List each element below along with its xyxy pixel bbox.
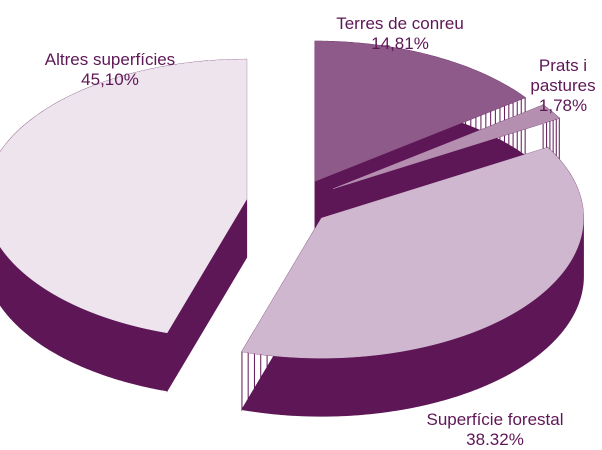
- slice-label: Terres de conreu 14,81%: [300, 14, 500, 54]
- category-label: Terres de conreu: [336, 14, 464, 33]
- category-label: Altres superfícies: [44, 50, 176, 69]
- value-label: 45,10%: [81, 70, 139, 89]
- value-label: 1,78%: [538, 96, 588, 115]
- slice: [241, 147, 584, 359]
- slice-label: Altres superfícies 45,10%: [10, 50, 210, 90]
- category-label: Superfície forestal: [426, 410, 564, 429]
- slice-label: Prats i pastures 1,78%: [523, 56, 602, 116]
- slice: [0, 59, 247, 334]
- slice-label: Superfície forestal 38.32%: [395, 410, 595, 450]
- category-label: Prats i pastures: [530, 56, 596, 95]
- value-label: 14,81%: [371, 34, 429, 53]
- value-label: 38.32%: [466, 430, 524, 449]
- slice: [332, 104, 560, 190]
- slice: [314, 40, 526, 182]
